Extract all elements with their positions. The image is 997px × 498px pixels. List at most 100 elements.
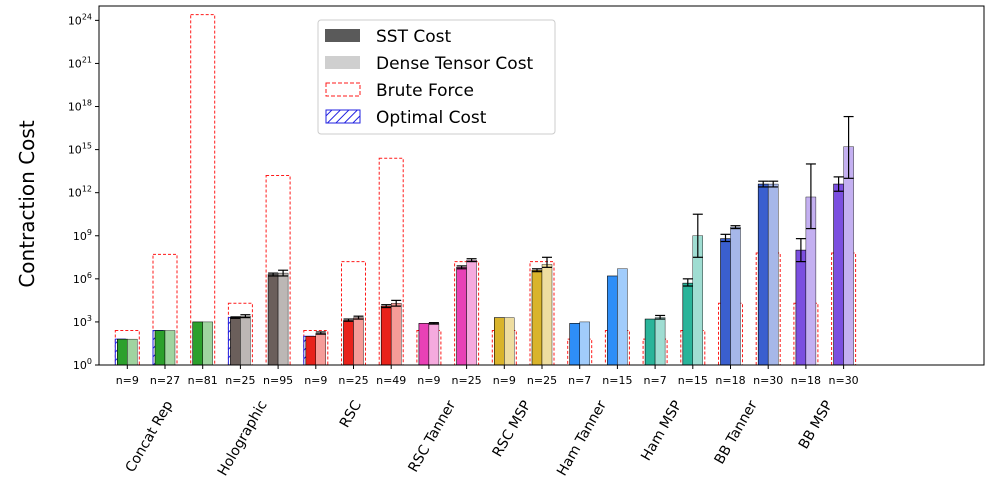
legend: SST Cost Dense Tensor Cost Brute Force O… <box>317 19 556 135</box>
sst-cost-bar <box>192 321 203 366</box>
bar-group <box>831 115 857 366</box>
bar-group <box>114 330 140 366</box>
x-tick-label: n=18 <box>715 374 745 387</box>
category-label: Ham Tanner <box>554 398 610 479</box>
dense-cost-bar <box>164 330 176 366</box>
sst-cost-bar <box>456 267 467 366</box>
legend-swatch-dense <box>325 56 360 69</box>
bar-group <box>491 317 517 366</box>
sst-cost-bar <box>531 269 543 366</box>
sst-cost-bar <box>418 323 430 366</box>
legend-swatch-brute <box>325 82 361 97</box>
bars-layer <box>114 14 857 366</box>
category-label: BB MSP <box>796 398 836 452</box>
y-tick-label: 1012 <box>68 185 92 200</box>
dense-cost-bar <box>353 317 364 366</box>
x-tick-labels: n=9 n=27 n=81 n=25 n=95 n=9 n=25 n=49 n=9 n=25 n=9… <box>116 365 859 387</box>
bar-group <box>227 302 253 366</box>
dense-cost-bar <box>768 183 779 366</box>
brute-force-bar <box>341 261 366 366</box>
x-tick-label: n=25 <box>338 374 368 387</box>
brute-force-bar <box>529 261 555 366</box>
sst-cost-bar <box>757 183 769 366</box>
x-tick-label: n=49 <box>376 374 406 387</box>
y-ticks: 100 103 106 109 1012 1015 1018 1021 1024 <box>68 12 99 372</box>
dense-cost-bar <box>843 146 854 366</box>
brute-force-bar <box>190 14 216 366</box>
dense-cost-bar <box>391 303 402 366</box>
legend-label-brute: Brute Force <box>376 81 474 101</box>
sst-cost-bar <box>795 249 807 366</box>
bar-group <box>378 157 404 366</box>
bar-group <box>303 330 329 366</box>
dense-cost-bar <box>654 317 666 366</box>
legend-label-dense: Dense Tensor Cost <box>376 54 534 74</box>
bar-group <box>265 174 291 366</box>
bar-group <box>567 321 593 366</box>
x-tick-label: n=7 <box>568 374 591 387</box>
x-tick-label: n=18 <box>791 374 821 387</box>
y-tick-label: 1015 <box>68 142 92 157</box>
x-tick-label: n=9 <box>116 374 139 387</box>
dense-cost-bar <box>240 315 251 366</box>
dense-cost-bar <box>466 259 477 366</box>
bar-group <box>755 180 781 366</box>
x-tick-label: n=9 <box>304 374 327 387</box>
y-axis-label: Contraction Cost <box>15 120 39 287</box>
legend-swatch-sst <box>325 29 360 42</box>
x-tick-label: n=81 <box>188 374 218 387</box>
sst-cost-bar <box>267 274 279 366</box>
y-tick-label: 106 <box>73 271 92 286</box>
x-tick-label: n=30 <box>753 374 783 387</box>
bar-group <box>604 268 630 366</box>
dense-cost-bar <box>504 317 515 366</box>
sst-cost-bar <box>644 318 656 366</box>
bar-group <box>341 261 366 366</box>
sst-cost-bar <box>305 335 317 366</box>
dense-cost-bar <box>730 226 741 366</box>
dense-cost-bar <box>428 323 440 366</box>
sst-cost-bar <box>493 317 505 366</box>
y-tick-label: 100 <box>73 357 92 372</box>
category-label: BB Tanner <box>712 398 761 467</box>
y-tick-label: 1024 <box>68 12 92 27</box>
y-tick-label: 1018 <box>68 99 92 114</box>
sst-cost-bar <box>720 238 731 366</box>
bar-group <box>416 322 442 366</box>
bar-group <box>793 163 819 366</box>
sst-cost-bar <box>833 183 844 366</box>
bar-group <box>454 258 480 366</box>
category-label: Concat Rep <box>123 398 177 475</box>
dense-cost-bar <box>277 272 289 366</box>
x-tick-label: n=25 <box>225 374 255 387</box>
x-tick-label: n=30 <box>829 374 859 387</box>
dense-cost-bar <box>202 321 213 366</box>
x-tick-label: n=9 <box>417 374 440 387</box>
sst-cost-bar <box>117 338 128 366</box>
category-label: Ham MSP <box>638 398 685 464</box>
sst-cost-bar <box>569 323 581 366</box>
legend-label-optimal: Optimal Cost <box>376 108 487 128</box>
sst-cost-bar <box>230 317 241 366</box>
sst-cost-bar <box>682 282 694 366</box>
x-tick-label: n=95 <box>263 374 293 387</box>
x-tick-label: n=15 <box>602 374 632 387</box>
legend-label-sst: SST Cost <box>376 27 451 47</box>
category-label: RSC MSP <box>490 398 535 460</box>
dense-cost-bar <box>541 264 553 366</box>
sst-cost-bar <box>154 330 166 366</box>
bar-group <box>529 256 555 366</box>
sst-cost-bar <box>380 305 392 366</box>
legend-frame <box>317 19 556 135</box>
bar-group <box>190 14 216 366</box>
category-label: RSC Tanner <box>405 398 459 475</box>
x-tick-label: n=27 <box>150 374 180 387</box>
x-tick-label: n=7 <box>644 374 667 387</box>
x-tick-label: n=15 <box>678 374 708 387</box>
x-tick-label: n=9 <box>493 374 516 387</box>
sst-cost-bar <box>607 275 618 366</box>
bar-group <box>680 213 706 366</box>
dense-cost-bar <box>617 268 628 366</box>
y-tick-label: 1021 <box>68 55 92 70</box>
